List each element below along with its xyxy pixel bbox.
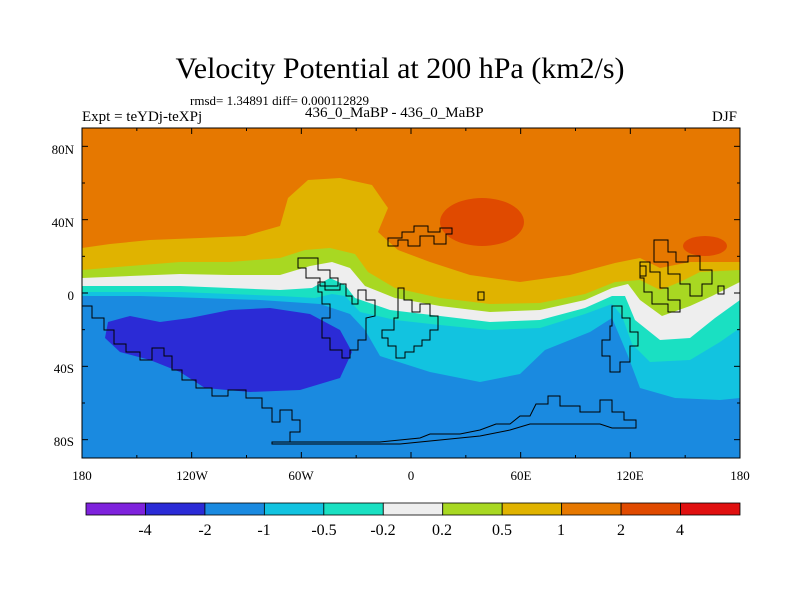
colorbar-label-0.2: 0.2 — [432, 522, 452, 539]
colorbar-swatch — [204, 502, 265, 516]
colorbar-label-4: 4 — [676, 522, 684, 539]
lat-label-40s: 40S — [54, 361, 74, 376]
lon-labels: 180 120W 60W 0 60E 120E 180 — [72, 468, 750, 483]
lon-label-120w: 120W — [176, 468, 209, 483]
lat-labels: 80N 40N 0 40S 80S — [52, 142, 75, 449]
outline-asia-east — [653, 239, 713, 297]
case-label: 436_0_MaBP - 436_0_MaBP — [305, 105, 484, 121]
colorbar-swatch — [85, 502, 146, 516]
experiment-label: Expt = teYDj-teXPj — [82, 109, 203, 125]
axis-ticks — [81, 128, 741, 458]
lat-label-80n: 80N — [52, 142, 75, 157]
stats-line: rmsd= 1.34891 diff= 0.000112829 — [190, 93, 369, 108]
lon-label-60w: 60W — [288, 468, 314, 483]
colorbar — [85, 502, 741, 516]
colorbar-swatch — [680, 502, 741, 516]
colorbar-labels: -4 -2 -1 -0.5 -0.2 0.2 0.5 1 2 4 — [138, 522, 684, 539]
colorbar-swatch — [145, 502, 206, 516]
lat-label-40n: 40N — [52, 215, 75, 230]
colorbar-swatch — [382, 502, 444, 516]
colorbar-label-1: 1 — [557, 522, 565, 539]
colorbar-label-neg4: -4 — [138, 522, 151, 539]
outline-central-america — [297, 257, 339, 287]
outline-island-2 — [639, 265, 647, 277]
colorbar-label-neg0.2: -0.2 — [370, 522, 395, 539]
band-2-to-4-eurasia — [440, 198, 524, 246]
lon-label-180w: 180 — [72, 468, 92, 483]
season-label: DJF — [712, 109, 738, 125]
lon-label-180e: 180 — [730, 468, 750, 483]
lon-label-60e: 60E — [511, 468, 532, 483]
outline-africa — [381, 287, 439, 359]
colorbar-swatch — [323, 502, 384, 516]
colorbar-swatch — [442, 502, 503, 516]
colorbar-swatch — [263, 502, 325, 516]
outline-pacific-west — [82, 305, 301, 443]
outline-europe — [387, 225, 453, 247]
lat-label-80s: 80S — [54, 434, 74, 449]
lon-label-120e: 120E — [616, 468, 644, 483]
lat-label-0: 0 — [68, 288, 75, 303]
colorbar-swatch — [620, 502, 681, 516]
outline-island-3 — [717, 285, 725, 295]
map-title: Velocity Potential at 200 hPa (km2/s) — [175, 52, 625, 85]
colorbar-swatch — [501, 502, 563, 516]
colorbar-swatch — [561, 502, 622, 516]
land-outlines — [82, 225, 725, 445]
band-2-to-4-pacific — [683, 236, 727, 256]
outline-antarctica — [271, 395, 637, 445]
colorbar-label-neg1: -1 — [257, 522, 270, 539]
colorbar-label-neg0.5: -0.5 — [311, 522, 336, 539]
lon-label-0: 0 — [408, 468, 415, 483]
colorbar-label-0.5: 0.5 — [492, 522, 512, 539]
colorbar-label-neg2: -2 — [198, 522, 211, 539]
outline-island-1 — [477, 291, 485, 301]
outline-indonesia — [639, 261, 681, 313]
outline-australia — [601, 305, 639, 373]
outline-south-america — [317, 281, 376, 359]
band-neg4-to-neg2 — [105, 308, 352, 392]
colorbar-label-2: 2 — [617, 522, 625, 539]
velocity-potential-field — [82, 128, 740, 458]
